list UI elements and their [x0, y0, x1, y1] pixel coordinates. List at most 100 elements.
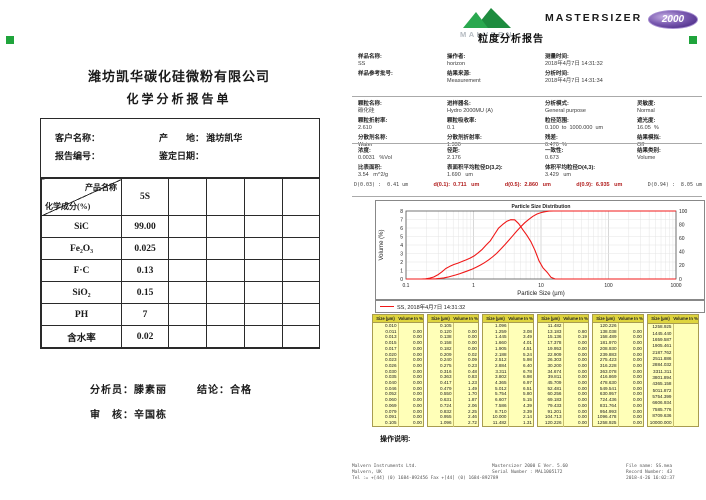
psd-size-cell: 831.764	[592, 402, 619, 409]
psd-row: 6606.934	[647, 400, 699, 407]
svg-text:4: 4	[400, 243, 403, 249]
psd-size-cell: 0.158	[427, 340, 454, 346]
svg-text:60: 60	[679, 236, 685, 242]
svg-text:8: 8	[400, 209, 403, 215]
psd-data-tables: Size (µm) Volume In % 0.010 0.011 0.00 0.013 0…	[372, 314, 704, 427]
empty-header-cell	[206, 178, 245, 216]
psd-row: 13.183 0.80	[537, 328, 589, 335]
percentile-values-line: D(0.03) : 0.41 um d(0.1): 0.711 um d(0.5):…	[354, 182, 702, 188]
psd-volume-cell: 0.00	[633, 414, 642, 420]
reviewer-name: 辛国栋	[134, 410, 167, 421]
psd-size-cell: 0.017	[372, 345, 399, 352]
left-report-title: 化学分析报告单	[126, 92, 232, 106]
psd-volume-cell: 0.00	[578, 345, 587, 351]
psd-size-cell: 0.079	[372, 408, 399, 415]
psd-row: 60.256 0.00	[537, 391, 589, 398]
psd-volume-cell: 1.31	[523, 419, 532, 425]
psd-size-cell: 6.607	[482, 397, 509, 403]
psd-size-cell: 0.020	[372, 351, 399, 358]
reviewer-line: 审 核：辛国栋	[90, 406, 167, 421]
psd-row: 26.303 0.00	[537, 357, 589, 363]
psd-row: 954.993 0.00	[592, 408, 644, 415]
psd-row: 0.240 0.09	[427, 357, 479, 363]
psd-volume-cell: 0.00	[413, 351, 422, 357]
psd-table-header: Volume In %	[673, 314, 699, 324]
psd-size-cell: 3.311	[482, 368, 509, 375]
psd-size-cell: 26.303	[537, 357, 564, 363]
psd-volume-cell: 0.00	[633, 328, 642, 334]
psd-volume-cell: 0.00	[633, 408, 642, 414]
psd-table-header: Size (µm)	[482, 314, 508, 323]
psd-row: 4.365 6.97	[482, 380, 534, 386]
psd-volume-cell: 0.00	[578, 351, 587, 357]
empty-cell	[244, 215, 283, 238]
psd-size-cell: 0.832	[427, 408, 454, 415]
psd-size-cell: 1258.925	[647, 323, 674, 331]
field: 径距: 2.176	[447, 148, 461, 161]
conclusion-line: 结论：合格	[197, 381, 252, 396]
psd-volume-cell: 0.00	[578, 374, 587, 380]
psd-volume-cell: 3.39	[523, 408, 532, 414]
mastersizer-wordmark: MASTERSIZER	[545, 12, 643, 24]
psd-volume-cell: 5.15	[523, 397, 532, 403]
field: 比表面积: 3.54 m^2/g	[358, 165, 389, 178]
psd-volume-cell: 2.72	[468, 419, 477, 425]
psd-row: 0.275 0.23	[427, 362, 479, 369]
psd-volume-cell: 4.01	[523, 340, 532, 346]
psd-row: 0.040 0.00	[372, 380, 424, 386]
svg-text:3: 3	[400, 251, 403, 257]
psd-volume-cell: 0.00	[413, 334, 422, 340]
svg-text:0: 0	[679, 277, 682, 283]
field: 结果来源: Measurement	[447, 71, 481, 84]
psd-volume-cell: 0.00	[633, 391, 642, 397]
psd-volume-cell: 0.00	[468, 340, 477, 346]
psd-volume-cell: 0.83	[468, 374, 477, 380]
psd-row: 0.052 0.00	[372, 391, 424, 398]
d-value-red: d(0.5): 2.860 um	[504, 182, 551, 188]
psd-size-cell: 104.713	[537, 414, 564, 420]
psd-volume-cell: 0.00	[413, 391, 422, 397]
psd-size-cell: 34.674	[537, 368, 564, 375]
psd-volume-cell: 0.80	[578, 328, 587, 334]
field: 灵敏度: Normal	[637, 101, 656, 114]
psd-volume-cell: 4.39	[523, 402, 532, 408]
psd-volume-cell: 1.70	[468, 391, 477, 397]
component-value: 0.02	[121, 325, 169, 348]
psd-volume-cell: 0.00	[578, 385, 587, 391]
field: 结果类别: Volume	[637, 148, 661, 161]
psd-volume-cell: 0.00	[578, 402, 587, 408]
component-name: 含水率	[41, 325, 122, 348]
psd-row: 0.363 0.83	[427, 374, 479, 381]
psd-volume-cell: 2.25	[468, 408, 477, 414]
psd-table-header: Size (µm)	[592, 314, 618, 323]
psd-size-cell: 1.096	[427, 419, 454, 427]
psd-row: 1905.461	[647, 343, 699, 350]
empty-cell	[168, 215, 207, 238]
psd-size-cell: 45.709	[537, 380, 564, 386]
psd-row: 3.311 6.78	[482, 368, 534, 375]
psd-size-cell: 7.586	[482, 402, 509, 409]
psd-volume-cell: 0.00	[633, 368, 642, 374]
operator-notes-label: 操作说明:	[380, 436, 411, 443]
field: 颗粒吸收率: 0.1	[447, 118, 477, 131]
empty-cell	[168, 303, 207, 326]
empty-cell	[244, 325, 283, 348]
legend-line-sample-icon	[380, 306, 394, 307]
psd-row: 34.674 0.00	[537, 368, 589, 375]
psd-size-cell: 1258.925	[592, 419, 619, 427]
psd-volume-cell: 2.06	[468, 402, 477, 408]
psd-volume-cell: 0.00	[578, 340, 587, 346]
empty-cell	[206, 325, 245, 348]
psd-row: 0.479 1.49	[427, 385, 479, 392]
psd-size-cell: 2.188	[482, 351, 509, 358]
psd-volume-cell: 0.00	[633, 334, 642, 340]
empty-cell	[244, 281, 283, 304]
psd-row: 0.011 0.00	[372, 328, 424, 335]
component-value: 99.00	[121, 215, 169, 238]
psd-volume-cell: 0.00	[468, 334, 477, 340]
d-value-red: d(0.9): 6.935 um	[576, 182, 623, 188]
psd-row: 7.586 4.39	[482, 402, 534, 409]
component-value: 7	[121, 303, 169, 326]
sample-column-header: 5S	[121, 178, 169, 216]
